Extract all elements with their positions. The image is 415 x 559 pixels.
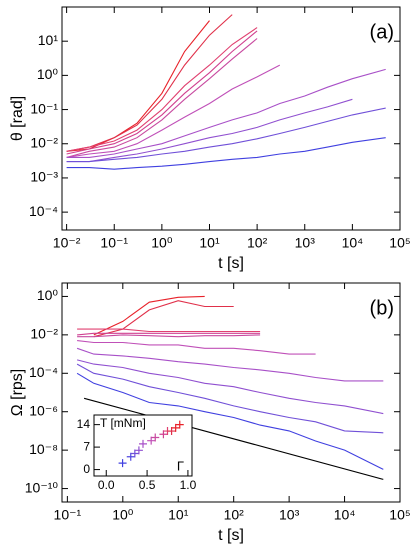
y-tick-label: 14 (77, 417, 91, 431)
y-tick-label: 10⁻² (30, 134, 58, 150)
data-line (93, 295, 205, 336)
x-axis-label: t [s] (218, 527, 244, 544)
x-tick-label: 10⁴ (342, 235, 364, 251)
scatter-point (151, 433, 160, 442)
data-line (66, 137, 386, 170)
x-tick-label: 1.0 (180, 478, 197, 492)
y-tick-label: 10⁻⁸ (29, 441, 58, 457)
y-tick-label: 10⁻⁶ (29, 402, 58, 418)
y-tick-label: 10⁻¹ (30, 100, 58, 116)
x-tick-label: 10³ (295, 235, 316, 251)
y-tick-label: 10⁻⁴ (29, 364, 58, 380)
x-tick-label: 10⁻¹ (54, 507, 82, 523)
panel-label: (b) (370, 297, 394, 319)
x-tick-label: 10² (224, 507, 245, 523)
scatter-point (167, 427, 176, 436)
x-tick-label: 10⁴ (334, 507, 356, 523)
reference-line (83, 397, 384, 480)
scatter-point (139, 439, 147, 448)
data-line (66, 68, 386, 158)
data-line (76, 372, 384, 470)
y-tick-label: 10⁻⁴ (29, 203, 58, 219)
data-line (66, 107, 386, 163)
data-line (77, 332, 261, 336)
scatter-point (130, 449, 139, 458)
scatter-point (118, 459, 127, 468)
data-line (76, 359, 384, 415)
x-axis-label: Γ (177, 458, 184, 473)
x-tick-label: 10⁵ (389, 235, 410, 251)
data-line (77, 340, 316, 355)
scatter-point (147, 436, 156, 445)
y-tick-label: 10⁰ (37, 66, 59, 82)
y-axis-label: T [mNm] (100, 416, 146, 430)
x-tick-label: 10³ (279, 507, 300, 523)
x-tick-label: 10⁰ (112, 507, 134, 523)
data-line (66, 14, 233, 152)
x-tick-label: 10¹ (168, 507, 189, 523)
x-tick-label: 10⁰ (151, 235, 173, 251)
data-line (66, 20, 210, 152)
plot-frame (61, 6, 401, 231)
scatter-point (171, 423, 180, 432)
y-axis-label: Ω [rps] (9, 369, 26, 417)
scatter-point (134, 446, 143, 455)
data-line (76, 347, 384, 382)
x-tick-label: 10¹ (199, 235, 220, 251)
data-line (77, 334, 261, 338)
x-tick-label: 10⁵ (389, 507, 410, 523)
x-tick-label: 0.0 (98, 478, 115, 492)
y-tick-label: 10⁻² (30, 326, 58, 342)
data-line (66, 38, 258, 158)
y-tick-label: 10¹ (38, 32, 59, 48)
panel-label: (a) (370, 21, 394, 43)
data-line (77, 328, 261, 333)
x-tick-label: 10⁻¹ (100, 235, 128, 251)
y-tick-label: 7 (83, 439, 90, 453)
scatter-point (159, 430, 168, 439)
data-line (66, 27, 258, 152)
data-line (66, 98, 353, 163)
x-tick-label: 10⁻² (53, 235, 81, 251)
x-tick-label: 10² (247, 235, 268, 251)
data-line (76, 363, 384, 434)
y-tick-label: 0 (83, 462, 90, 476)
y-tick-label: 10⁰ (37, 287, 59, 303)
scatter-point (175, 420, 184, 429)
x-tick-label: 0.5 (139, 478, 156, 492)
data-line (66, 30, 258, 155)
plot-frame (61, 282, 401, 503)
y-axis-label: θ [rad] (9, 96, 26, 141)
x-axis-label: t [s] (218, 255, 244, 272)
y-tick-label: 10⁻³ (30, 169, 58, 185)
data-line (66, 64, 281, 158)
scatter-point (126, 452, 135, 461)
data-line (93, 300, 234, 338)
y-tick-label: 10⁻¹⁰ (25, 479, 59, 495)
